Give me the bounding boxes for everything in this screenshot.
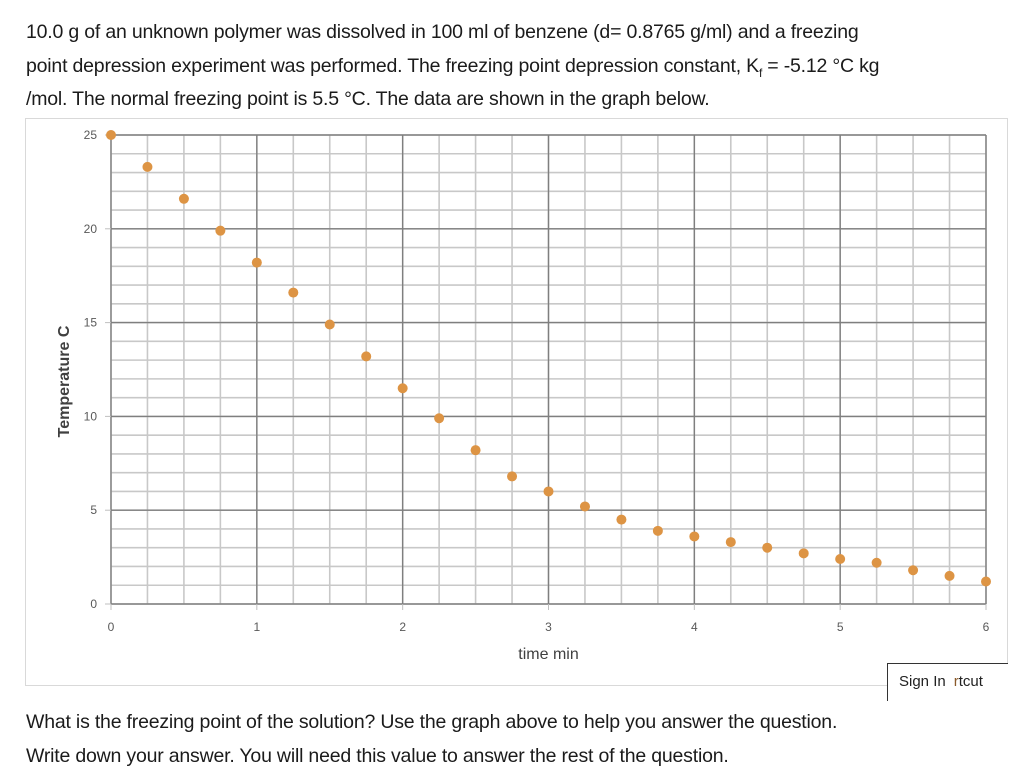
data-point xyxy=(434,413,445,424)
data-point xyxy=(944,570,955,581)
answer-prompt: What is the freezing point of the soluti… xyxy=(26,706,1016,773)
y-tick-label: 10 xyxy=(84,409,98,423)
x-tick-label: 1 xyxy=(253,620,260,634)
y-tick-label: 0 xyxy=(90,597,97,611)
x-tick-label: 4 xyxy=(691,620,698,634)
answer-prompt-line-1: What is the freezing point of the soluti… xyxy=(26,711,838,733)
y-axis-title: Temperature C xyxy=(56,325,73,437)
data-point xyxy=(762,542,773,553)
data-point xyxy=(652,525,663,536)
data-point xyxy=(798,548,809,559)
y-tick-label: 25 xyxy=(84,128,98,142)
data-point xyxy=(981,576,991,587)
data-point xyxy=(616,514,627,525)
x-axis-title: time min xyxy=(518,646,578,663)
question-line-1: 10.0 g of an unknown polymer was dissolv… xyxy=(26,21,859,43)
data-point xyxy=(178,193,189,204)
question-line-3: /mol. The normal freezing point is 5.5 °… xyxy=(26,88,710,110)
data-point xyxy=(470,445,481,456)
data-point xyxy=(142,161,153,172)
data-point xyxy=(324,319,335,330)
data-point xyxy=(361,351,372,362)
question-text: 10.0 g of an unknown polymer was dissolv… xyxy=(26,16,1016,117)
data-point xyxy=(725,537,736,548)
data-point xyxy=(908,565,919,576)
x-tick-label: 6 xyxy=(983,620,990,634)
data-point xyxy=(251,257,262,268)
shortcut-link[interactable]: rtcut xyxy=(953,673,983,690)
data-point xyxy=(288,287,299,298)
data-point xyxy=(689,531,700,542)
y-tick-label: 15 xyxy=(84,316,98,330)
data-point xyxy=(579,501,590,512)
chart: 0 1 2 3 4 5 6 0 5 10 15 20 25 time min Temperature C xyxy=(25,118,1008,686)
sign-in-popup[interactable]: Sign In rtcut xyxy=(887,663,1008,701)
x-tick-label: 2 xyxy=(399,620,406,634)
data-point xyxy=(106,130,116,140)
answer-prompt-line-2: Write down your answer. You will need th… xyxy=(26,744,729,767)
y-tick-label: 20 xyxy=(84,222,98,236)
x-tick-label: 5 xyxy=(837,620,844,634)
sign-in-link[interactable]: Sign In xyxy=(899,673,946,690)
data-point xyxy=(215,225,226,236)
scatter-plot: 0 1 2 3 4 5 6 0 5 10 15 20 25 time min Temperature C xyxy=(56,128,991,663)
data-point xyxy=(543,486,554,497)
x-tick-label: 3 xyxy=(545,620,552,634)
y-tick-label: 5 xyxy=(90,503,97,517)
data-point xyxy=(507,471,518,482)
data-point xyxy=(835,553,846,564)
data-point xyxy=(871,557,882,568)
data-point xyxy=(397,383,408,394)
x-tick-label: 0 xyxy=(108,620,115,634)
question-line-2: point depression experiment was performe… xyxy=(26,54,880,80)
